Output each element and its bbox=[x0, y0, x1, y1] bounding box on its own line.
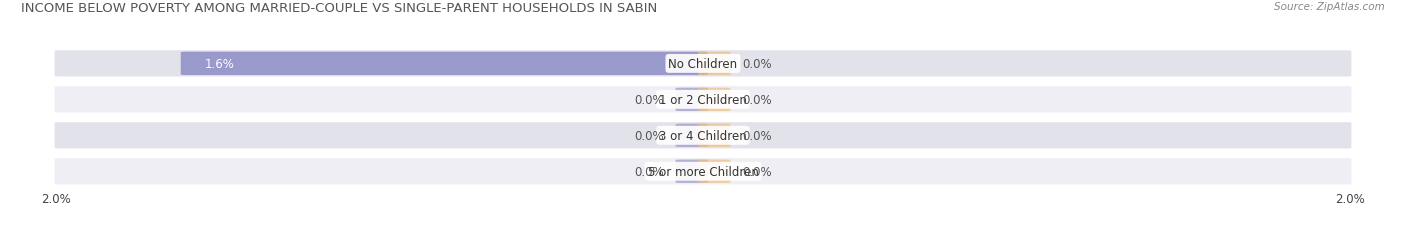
Text: 0.0%: 0.0% bbox=[634, 93, 664, 106]
FancyBboxPatch shape bbox=[699, 88, 731, 112]
Text: 0.0%: 0.0% bbox=[742, 58, 772, 71]
FancyBboxPatch shape bbox=[675, 160, 707, 183]
Text: 1.6%: 1.6% bbox=[205, 58, 235, 71]
FancyBboxPatch shape bbox=[699, 124, 731, 147]
FancyBboxPatch shape bbox=[181, 52, 707, 76]
Text: 0.0%: 0.0% bbox=[634, 129, 664, 142]
FancyBboxPatch shape bbox=[55, 158, 1351, 185]
FancyBboxPatch shape bbox=[699, 160, 731, 183]
FancyBboxPatch shape bbox=[55, 51, 1351, 77]
Text: 0.0%: 0.0% bbox=[742, 165, 772, 178]
FancyBboxPatch shape bbox=[55, 123, 1351, 149]
FancyBboxPatch shape bbox=[699, 52, 731, 76]
Text: 5 or more Children: 5 or more Children bbox=[648, 165, 758, 178]
Text: No Children: No Children bbox=[668, 58, 738, 71]
FancyBboxPatch shape bbox=[55, 87, 1351, 113]
Text: INCOME BELOW POVERTY AMONG MARRIED-COUPLE VS SINGLE-PARENT HOUSEHOLDS IN SABIN: INCOME BELOW POVERTY AMONG MARRIED-COUPL… bbox=[21, 2, 658, 15]
Text: Source: ZipAtlas.com: Source: ZipAtlas.com bbox=[1274, 2, 1385, 12]
Text: 1 or 2 Children: 1 or 2 Children bbox=[659, 93, 747, 106]
Text: 0.0%: 0.0% bbox=[634, 165, 664, 178]
FancyBboxPatch shape bbox=[675, 124, 707, 147]
Text: 0.0%: 0.0% bbox=[742, 93, 772, 106]
Text: 0.0%: 0.0% bbox=[742, 129, 772, 142]
FancyBboxPatch shape bbox=[675, 88, 707, 112]
Text: 3 or 4 Children: 3 or 4 Children bbox=[659, 129, 747, 142]
